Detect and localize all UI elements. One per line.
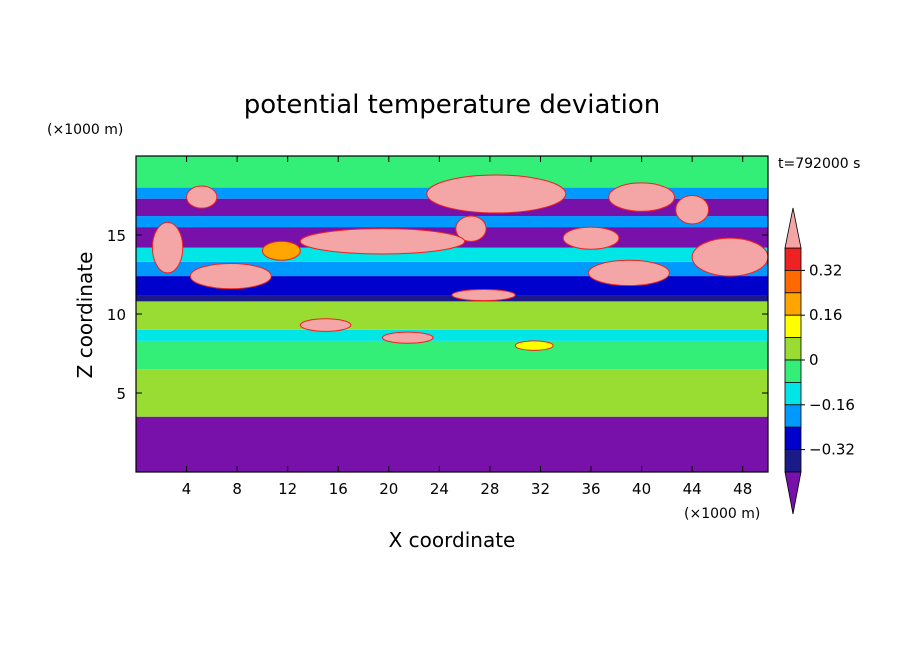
blob-3 — [675, 195, 710, 225]
x-tick-label: 40 — [632, 480, 651, 498]
x-tick-label: 20 — [379, 480, 398, 498]
band-4 — [136, 301, 768, 330]
colorbar-label: −0.32 — [809, 441, 855, 459]
x-axis-unit: (×1000 m) — [684, 506, 760, 522]
band-2 — [136, 340, 768, 370]
blob-0 — [426, 174, 567, 214]
colorbar-label: −0.16 — [809, 396, 855, 414]
colorbar-swatch — [784, 381, 802, 406]
y-axis-label: Z coordinate — [73, 252, 97, 379]
colorbar: 0.32 0.16 0 −0.16 −0.32 — [784, 207, 855, 515]
band-8 — [136, 247, 768, 262]
x-tick-label: 4 — [182, 480, 192, 498]
band-0 — [136, 416, 768, 472]
colorbar-label: 0 — [809, 351, 819, 369]
y-tick-label: 5 — [116, 385, 126, 403]
y-axis-ticks: 5 10 15 — [107, 227, 768, 403]
blob-14 — [261, 240, 301, 261]
blob-11 — [451, 289, 516, 302]
band-5 — [136, 295, 768, 302]
blob-10 — [562, 226, 620, 250]
colorbar-swatch — [784, 449, 802, 473]
time-label: t=792000 s — [778, 156, 860, 172]
colorbar-label: 0.16 — [809, 306, 842, 324]
colorbar-top-arrow — [784, 207, 802, 249]
x-tick-label: 36 — [581, 480, 600, 498]
blob-2 — [608, 182, 675, 212]
blob-13 — [381, 331, 434, 344]
colorbar-label: 0.32 — [809, 261, 842, 279]
colorbar-swatch — [784, 269, 802, 294]
x-tick-label: 12 — [278, 480, 297, 498]
colorbar-swatch — [784, 314, 802, 339]
x-tick-label: 44 — [683, 480, 702, 498]
x-tick-label: 8 — [232, 480, 242, 498]
colorbar-swatch — [784, 426, 802, 451]
colorbar-swatch — [784, 359, 802, 383]
y-tick-label: 10 — [107, 306, 126, 324]
x-axis-label: X coordinate — [389, 528, 516, 552]
colorbar-bottom-arrow — [784, 471, 802, 515]
band-10 — [136, 216, 768, 228]
x-tick-label: 32 — [531, 480, 550, 498]
blob-1 — [455, 215, 487, 242]
blob-12 — [299, 318, 352, 332]
blob-6 — [189, 262, 272, 290]
y-axis-unit: (×1000 m) — [47, 122, 123, 138]
blob-7 — [151, 221, 184, 274]
x-tick-label: 48 — [733, 480, 752, 498]
band-1 — [136, 369, 768, 417]
contour-field — [136, 156, 768, 472]
blob-8 — [691, 237, 768, 277]
blob-15 — [514, 340, 554, 351]
x-tick-label: 24 — [430, 480, 449, 498]
colorbar-swatch — [784, 337, 802, 361]
y-tick-label: 15 — [107, 227, 126, 245]
blob-4 — [186, 185, 218, 209]
x-tick-label: 28 — [480, 480, 499, 498]
x-axis-ticks: 4 8 12 16 20 24 28 32 36 40 44 48 — [182, 156, 752, 498]
blob-5 — [299, 228, 466, 255]
x-tick-label: 16 — [329, 480, 348, 498]
chart-title: potential temperature deviation — [244, 90, 660, 120]
band-3 — [136, 329, 768, 341]
colorbar-swatch — [784, 292, 802, 316]
blob-9 — [588, 259, 670, 287]
colorbar-swatch — [784, 247, 802, 271]
colorbar-swatch — [784, 404, 802, 428]
